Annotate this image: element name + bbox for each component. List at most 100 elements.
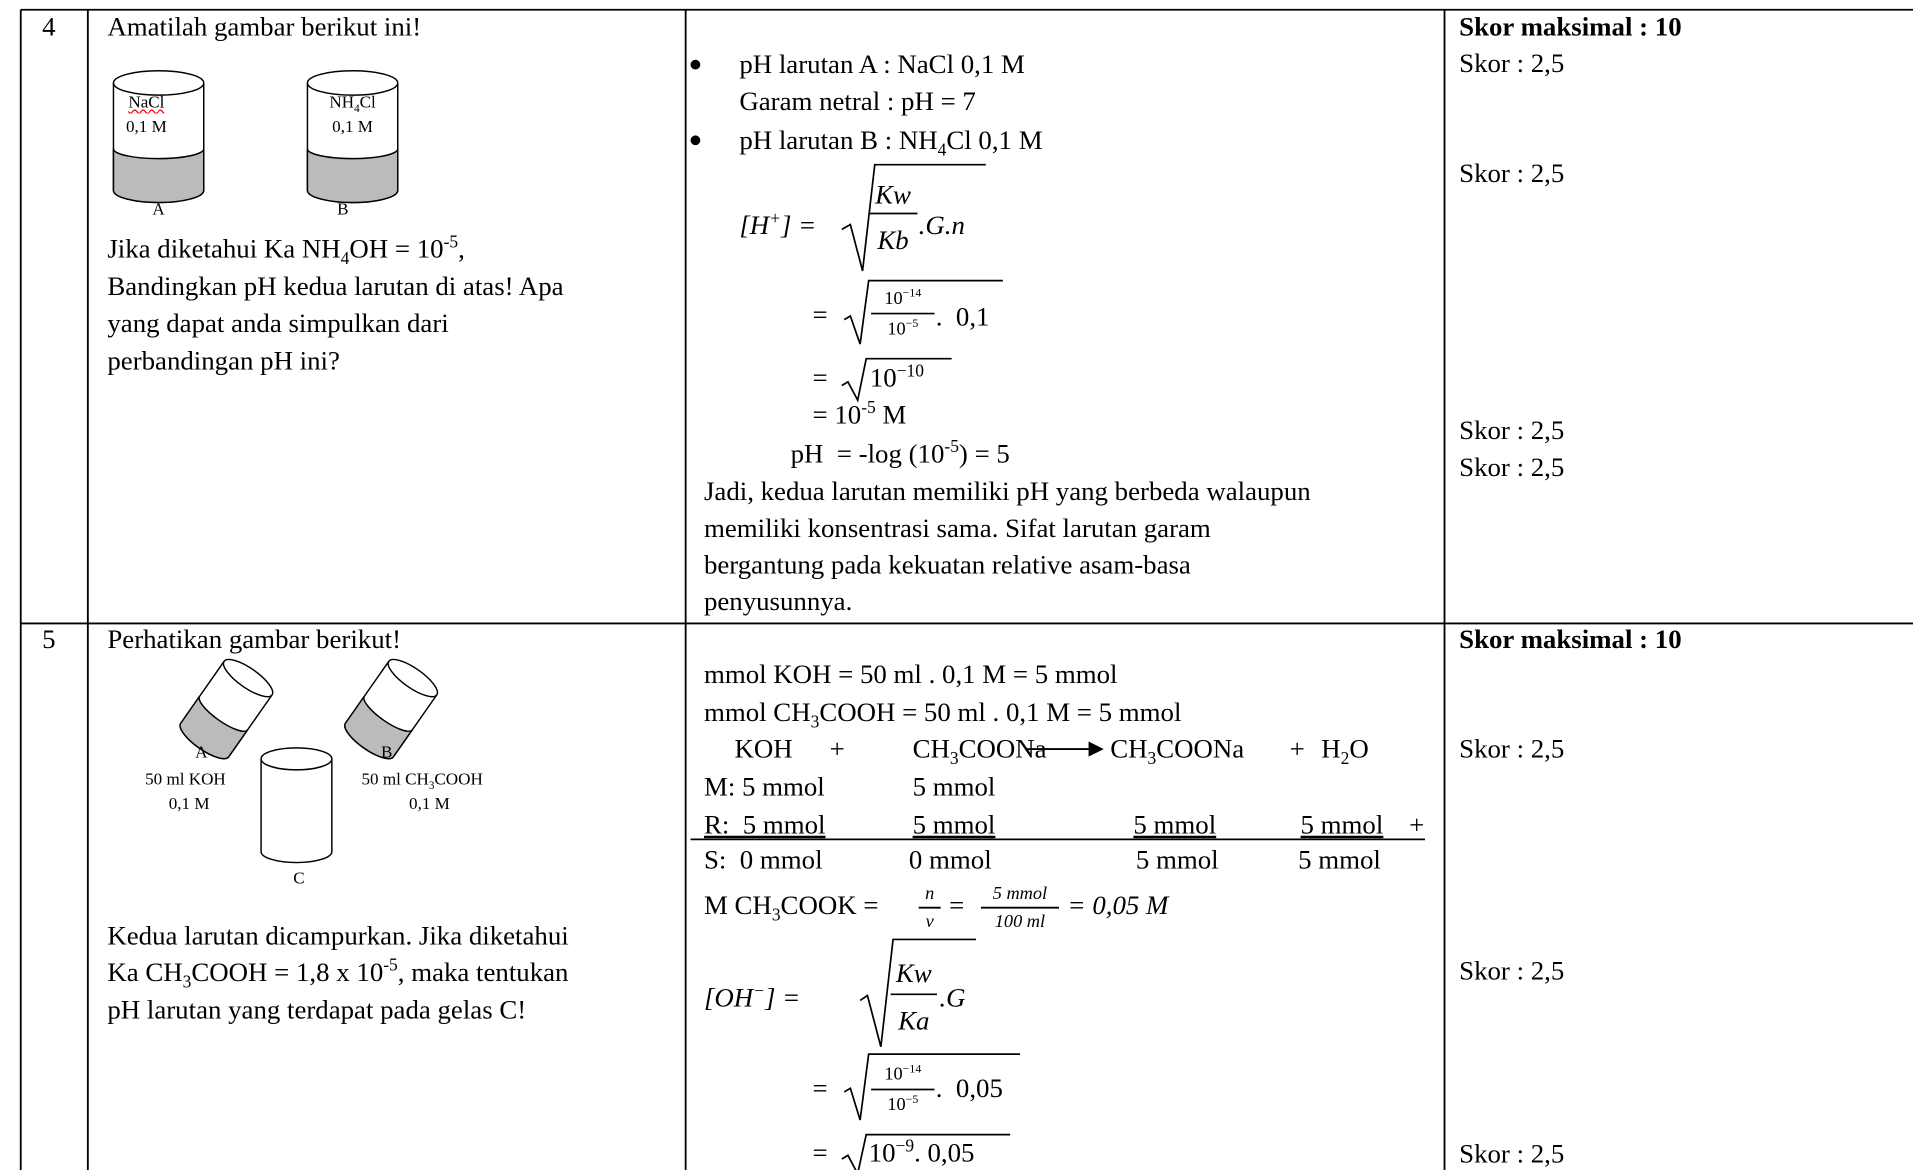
superscript: −: [753, 981, 765, 1002]
answer-line: Garam netral : pH = 7: [739, 85, 976, 116]
beaker-concentration: 0,1 M: [168, 795, 210, 814]
superscript: −14: [902, 286, 922, 301]
score: Skor : 2,5: [1459, 157, 1565, 188]
subscript: 3: [949, 749, 959, 770]
fraction-denominator: Kb: [877, 224, 909, 255]
answer-line: pH larutan B : NH4Cl 0,1 M: [739, 124, 1042, 159]
fraction-numerator: 10−14: [884, 286, 922, 308]
formula-eq: =: [812, 1072, 828, 1103]
score: Skor : 2,5: [1459, 1138, 1565, 1169]
formula-ph: pH = -log (10-5) = 5: [791, 439, 1010, 468]
beaker-name: A: [195, 744, 208, 763]
text-run: 50 ml CH: [361, 771, 429, 790]
mrs-cell: 0 mmol: [908, 844, 992, 875]
row-number: 5: [42, 623, 56, 654]
text-run: . 0,05: [914, 1137, 975, 1168]
text-run: = 10: [812, 398, 862, 430]
score-max: Skor maksimal : 10: [1459, 10, 1682, 42]
product: CH3COONa: [1110, 734, 1244, 768]
reactant: KOH: [734, 733, 793, 764]
text-run: COOH = 1,8 x 10: [191, 956, 384, 988]
beaker-name: B: [381, 744, 393, 763]
text-run: ) = 5: [958, 437, 1010, 469]
fraction-numerator: 10−14: [884, 1063, 921, 1084]
superscript: −9: [895, 1136, 915, 1157]
text-run: 10: [869, 362, 897, 393]
mrs-cell: 5 mmol: [1135, 844, 1219, 875]
formula-eq: =: [949, 889, 965, 920]
formula-rest: . 0,1: [935, 301, 990, 332]
text-run: 10: [868, 1137, 896, 1168]
mrs-plus: +: [1409, 808, 1425, 840]
question-text: pH larutan yang terdapat pada gelas C!: [107, 994, 527, 1025]
answer-line: mmol CH3COOH = 50 ml . 0,1 M = 5 mmol: [703, 696, 1181, 731]
molarity-lhs: M CH3COOK =: [704, 889, 879, 924]
question-intro: Perhatikan gambar berikut!: [107, 623, 402, 654]
beaker-volume: 50 ml CH3COOH: [361, 771, 482, 791]
reactant: CH3COONa: [912, 733, 1047, 768]
mrs-cell: 5 mmol: [1300, 808, 1384, 840]
fraction-denominator: 100 ml: [994, 912, 1046, 933]
beaker-volume: 50 ml KOH: [145, 771, 226, 790]
question-text: Ka CH3COOH = 1,8 x 10-5, maka tentukan: [107, 956, 568, 991]
molarity-result: = 0,05 M: [1067, 889, 1169, 920]
mrs-cell: S: 0 mmol: [703, 844, 823, 875]
conclusion: penyusunnya.: [703, 585, 853, 617]
text-run: H: [1321, 733, 1341, 764]
formula-eq: =: [812, 362, 828, 393]
text-run: mmol CH: [703, 696, 811, 728]
question-text: Kedua larutan dicampurkan. Jika diketahu…: [107, 919, 569, 951]
beaker-name: B: [337, 201, 349, 220]
mrs-cell: 5 mmol: [1298, 844, 1381, 875]
row-number: 4: [42, 10, 56, 42]
fraction-numerator: n: [925, 884, 935, 905]
question-text: Jika diketahui Ka NH4OH = 10-5,: [107, 233, 464, 268]
fraction-denominator: 10−5: [887, 317, 919, 340]
conclusion: bergantung pada kekuatan relative asam-b…: [703, 549, 1191, 580]
text-run: ] =: [780, 209, 817, 241]
score: Skor : 2,5: [1459, 47, 1565, 79]
subscript: 4: [340, 249, 350, 269]
beaker-label: NH4Cl: [329, 94, 375, 114]
score-max: Skor maksimal : 10: [1459, 623, 1682, 654]
question-text: yang dapat anda simpulkan dari: [107, 307, 449, 338]
subscript: 4: [937, 140, 947, 161]
beaker-concentration: 0,1 M: [332, 118, 373, 137]
beaker-name: A: [152, 201, 165, 220]
score: Skor : 2,5: [1459, 955, 1565, 986]
text-run: Jika diketahui Ka NH: [107, 233, 341, 264]
text-run: CH: [912, 733, 950, 764]
text-run: pH = -log (10: [790, 437, 945, 469]
answer-line: mmol KOH = 50 ml . 0,1 M = 5 mmol: [703, 658, 1118, 690]
superscript: +: [769, 209, 781, 229]
fraction-numerator: 5 mmol: [992, 884, 1048, 905]
formula-eq: =: [812, 1137, 828, 1168]
formula-rest: . 0,05: [935, 1072, 1003, 1103]
text-run: 10: [887, 319, 906, 340]
superscript: -5: [383, 956, 398, 976]
formula-step: = 10-5 M: [813, 400, 907, 429]
text-run: ] =: [764, 982, 801, 1013]
answer-line: pH larutan A : NaCl 0,1 M: [739, 48, 1025, 80]
text-run: Cl: [359, 93, 376, 113]
mrs-cell: M: 5 mmol: [703, 771, 825, 802]
subscript: 3: [428, 779, 435, 792]
text-run: [OH: [703, 982, 754, 1013]
subscript: 3: [1147, 749, 1157, 770]
beaker-concentration: 0,1 M: [409, 795, 450, 814]
text-run: Ka CH: [107, 956, 183, 988]
subscript: 4: [354, 102, 360, 115]
superscript: −5: [905, 317, 919, 331]
superscript: -5: [861, 398, 876, 419]
text-run: COOK =: [780, 889, 879, 920]
fraction-numerator: Kw: [895, 957, 932, 989]
superscript: -5: [944, 437, 959, 458]
reaction-plus: +: [829, 733, 845, 764]
text-run: COOH: [434, 771, 483, 790]
text-run: pH larutan B : NH: [739, 124, 938, 155]
text-run: [H: [739, 209, 770, 241]
product: H2O: [1321, 733, 1369, 768]
question-text: perbandingan pH ini?: [107, 345, 340, 376]
fraction-denominator: Ka: [898, 1005, 930, 1036]
